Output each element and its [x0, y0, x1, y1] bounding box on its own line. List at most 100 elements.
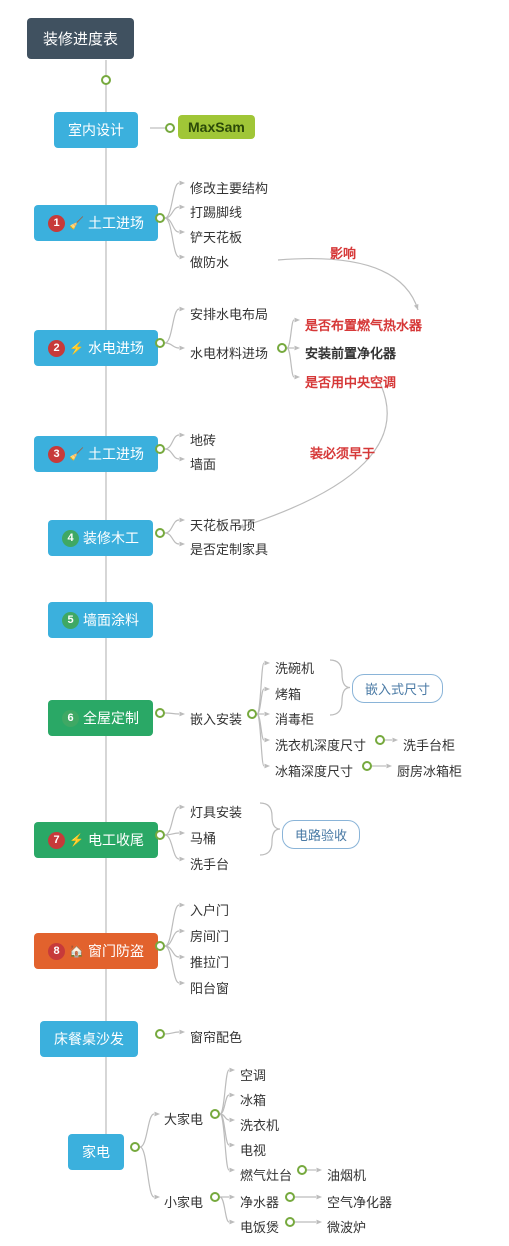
leaf-node[interactable]: 净水器 — [240, 1190, 279, 1213]
main-node-m6[interactable]: 6全屋定制 — [48, 700, 153, 736]
main-node-m9[interactable]: 床餐桌沙发 — [40, 1021, 138, 1057]
main-label: 家电 — [82, 1142, 110, 1162]
leaf-node[interactable]: 推拉门 — [190, 950, 229, 973]
leaf-node[interactable]: 油烟机 — [327, 1163, 366, 1186]
connector-port[interactable] — [362, 761, 372, 771]
leaf-node[interactable]: 阳台窗 — [190, 976, 229, 999]
leaf-node[interactable]: 洗手台 — [190, 852, 229, 875]
connector-port[interactable] — [285, 1217, 295, 1227]
bubble-label: 嵌入式尺寸 — [365, 682, 430, 697]
connector-port[interactable] — [165, 123, 175, 133]
leaf-node[interactable]: 是否用中央空调 — [305, 370, 396, 393]
main-label: 床餐桌沙发 — [54, 1029, 124, 1049]
leaf-label: 打踢脚线 — [190, 202, 242, 221]
leaf-label: 电饭煲 — [240, 1217, 279, 1236]
leaf-label: 是否用中央空调 — [305, 372, 396, 391]
main-node-m7[interactable]: 7⚡电工收尾 — [34, 822, 158, 858]
leaf-node[interactable]: 洗碗机 — [275, 656, 314, 679]
connector-port[interactable] — [155, 444, 165, 454]
leaf-label: 油烟机 — [327, 1165, 366, 1184]
leaf-node[interactable]: 空调 — [240, 1063, 266, 1086]
connector-port[interactable] — [210, 1109, 220, 1119]
leaf-label: 小家电 — [164, 1192, 203, 1211]
leaf-label: 大家电 — [164, 1109, 203, 1128]
main-node-m10[interactable]: 家电 — [68, 1134, 124, 1170]
leaf-node[interactable]: 小家电 — [164, 1190, 203, 1213]
leaf-node[interactable]: 洗衣机深度尺寸 — [275, 733, 366, 756]
leaf-label: 净水器 — [240, 1192, 279, 1211]
main-label: 室内设计 — [68, 120, 124, 140]
main-node-m8[interactable]: 8🏠窗门防盗 — [34, 933, 158, 969]
main-label: 窗门防盗 — [88, 941, 144, 961]
leaf-label: 窗帘配色 — [190, 1027, 242, 1046]
connector-port[interactable] — [297, 1165, 307, 1175]
connector-port[interactable] — [247, 709, 257, 719]
leaf-node[interactable]: 铲天花板 — [190, 225, 242, 248]
step-number: 5 — [62, 612, 79, 629]
leaf-node[interactable]: 天花板吊顶 — [190, 513, 255, 536]
leaf-node[interactable]: 洗衣机 — [240, 1113, 279, 1136]
connector-port[interactable] — [155, 213, 165, 223]
connector-port[interactable] — [155, 338, 165, 348]
main-node-m1[interactable]: 1🧹土工进场 — [34, 205, 158, 241]
connector-port[interactable] — [101, 75, 111, 85]
tag-node[interactable]: MaxSam — [178, 115, 255, 139]
leaf-node[interactable]: 电视 — [240, 1138, 266, 1161]
connector-port[interactable] — [155, 1029, 165, 1039]
leaf-node[interactable]: 做防水 — [190, 250, 229, 273]
main-label: 装修木工 — [83, 528, 139, 548]
leaf-node[interactable]: 洗手台柜 — [403, 733, 455, 756]
main-node-m0[interactable]: 室内设计 — [54, 112, 138, 148]
leaf-node[interactable]: 房间门 — [190, 924, 229, 947]
leaf-label: 安排水电布局 — [190, 304, 268, 323]
main-node-m5[interactable]: 5墙面涂料 — [48, 602, 153, 638]
leaf-node[interactable]: 电饭煲 — [240, 1215, 279, 1238]
connector-port[interactable] — [210, 1192, 220, 1202]
leaf-node[interactable]: 嵌入安装 — [190, 707, 242, 730]
leaf-node[interactable]: 安排水电布局 — [190, 302, 268, 325]
connector-port[interactable] — [130, 1142, 140, 1152]
leaf-node[interactable]: 地砖 — [190, 428, 216, 451]
leaf-node[interactable]: 打踢脚线 — [190, 200, 242, 223]
connector-port[interactable] — [155, 528, 165, 538]
step-number: 6 — [62, 710, 79, 727]
leaf-label: 电视 — [240, 1140, 266, 1159]
connector-port[interactable] — [155, 830, 165, 840]
leaf-node[interactable]: 窗帘配色 — [190, 1025, 242, 1048]
leaf-node[interactable]: 安装前置净化器 — [305, 341, 396, 364]
leaf-node[interactable]: 大家电 — [164, 1107, 203, 1130]
leaf-node[interactable]: 厨房冰箱柜 — [397, 759, 462, 782]
connector-port[interactable] — [155, 941, 165, 951]
main-label: 土工进场 — [88, 444, 144, 464]
leaf-node[interactable]: 入户门 — [190, 898, 229, 921]
node-icon: 🏠 — [69, 944, 84, 958]
leaf-node[interactable]: 水电材料进场 — [190, 341, 268, 364]
leaf-node[interactable]: 空气净化器 — [327, 1190, 392, 1213]
connector-port[interactable] — [285, 1192, 295, 1202]
connector-port[interactable] — [277, 343, 287, 353]
leaf-label: 是否定制家具 — [190, 539, 268, 558]
main-node-m3[interactable]: 3🧹土工进场 — [34, 436, 158, 472]
annotation-bubble: 嵌入式尺寸 — [352, 674, 443, 703]
leaf-node[interactable]: 燃气灶台 — [240, 1163, 292, 1186]
leaf-node[interactable]: 烤箱 — [275, 682, 301, 705]
leaf-label: 地砖 — [190, 430, 216, 449]
leaf-node[interactable]: 微波炉 — [327, 1215, 366, 1238]
leaf-label: 安装前置净化器 — [305, 343, 396, 362]
connector-port[interactable] — [375, 735, 385, 745]
leaf-node[interactable]: 冰箱深度尺寸 — [275, 759, 353, 782]
leaf-node[interactable]: 马桶 — [190, 826, 216, 849]
main-node-m2[interactable]: 2⚡水电进场 — [34, 330, 158, 366]
annotation-bubble: 电路验收 — [282, 820, 360, 849]
leaf-node[interactable]: 墙面 — [190, 452, 216, 475]
leaf-node[interactable]: 是否定制家具 — [190, 537, 268, 560]
main-node-m4[interactable]: 4装修木工 — [48, 520, 153, 556]
leaf-label: 洗手台柜 — [403, 735, 455, 754]
leaf-node[interactable]: 修改主要结构 — [190, 176, 268, 199]
leaf-node[interactable]: 冰箱 — [240, 1088, 266, 1111]
connector-port[interactable] — [155, 708, 165, 718]
leaf-node[interactable]: 灯具安装 — [190, 800, 242, 823]
root-node[interactable]: 装修进度表 — [27, 18, 134, 59]
leaf-node[interactable]: 消毒柜 — [275, 707, 314, 730]
leaf-node[interactable]: 是否布置燃气热水器 — [305, 313, 422, 336]
